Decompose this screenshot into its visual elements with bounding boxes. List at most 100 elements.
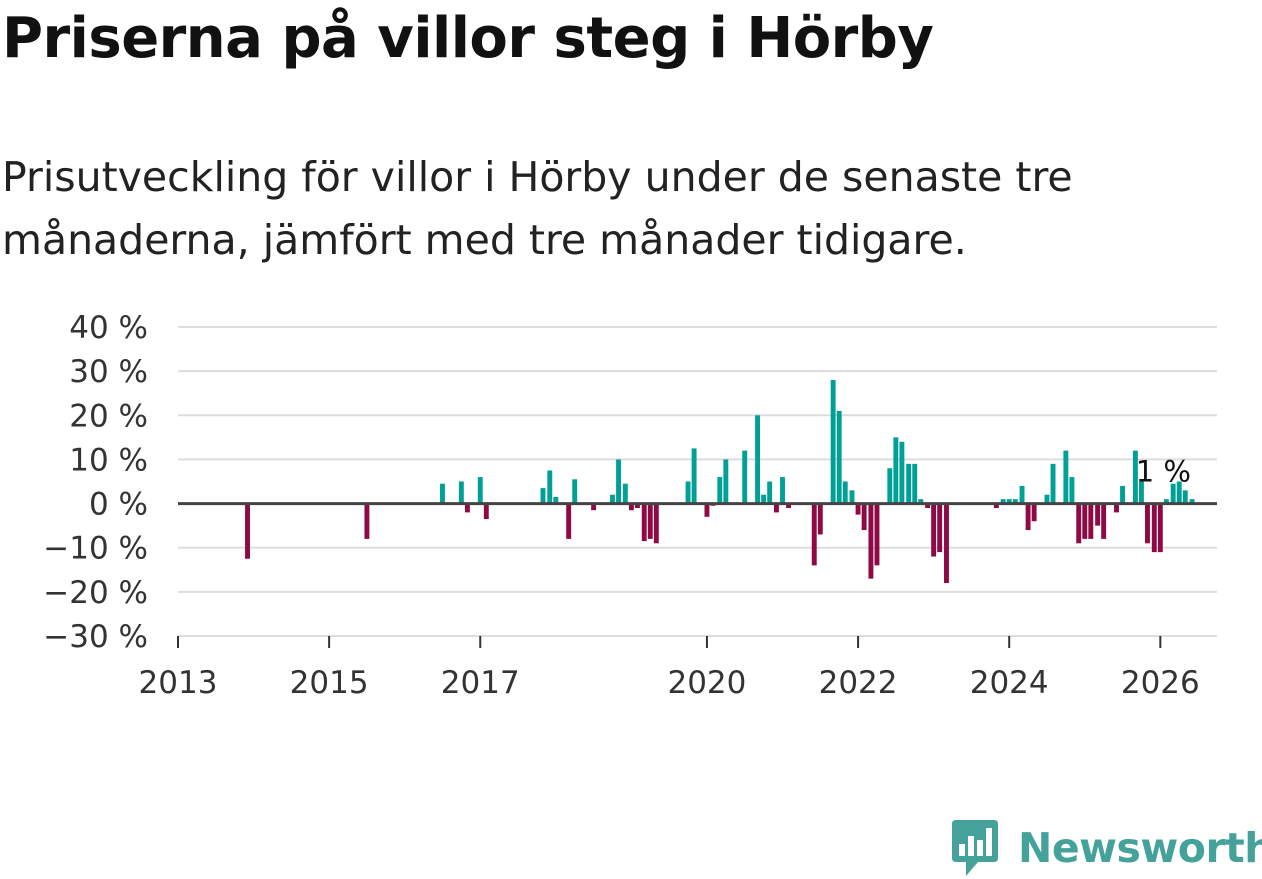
bar: [483, 503, 489, 520]
bar: [855, 503, 861, 515]
bar: [1031, 503, 1037, 522]
bar: [245, 503, 250, 559]
bar: [1025, 503, 1031, 531]
bar: [477, 477, 483, 504]
x-tick-label: 2020: [667, 665, 746, 701]
bar: [653, 503, 659, 544]
bar: [440, 483, 445, 504]
bar: [628, 503, 634, 511]
x-tick-label: 2017: [441, 665, 520, 701]
bar: [591, 503, 597, 511]
bar: [842, 481, 848, 504]
bar: [1012, 499, 1018, 504]
bar: [1132, 450, 1138, 504]
bar: [1063, 450, 1069, 504]
bar: [830, 379, 836, 504]
bar: [893, 437, 899, 504]
bar: [723, 459, 729, 504]
bar: [1114, 503, 1119, 513]
bar: [566, 503, 572, 539]
bar-chart: 40 % 30 % 20 % 10 % 0 % −10 % −20 % −30 % 2013 20…: [43, 310, 1217, 701]
bar: [918, 499, 924, 504]
bar: [1138, 481, 1144, 504]
latest-value-annotation: 1 %: [1136, 454, 1191, 488]
bar: [717, 477, 723, 504]
bar: [1019, 485, 1025, 504]
bar: [1082, 503, 1088, 539]
bar: [553, 496, 559, 504]
newsworthy-logo-icon: [952, 820, 998, 876]
bar: [780, 477, 785, 504]
axes: [177, 502, 1217, 648]
bar: [1050, 463, 1056, 504]
bar: [817, 503, 823, 535]
bar: [622, 483, 628, 504]
bar: [647, 503, 653, 539]
bar: [540, 488, 546, 504]
bar: [849, 490, 855, 504]
bar: [912, 463, 918, 504]
bar: [547, 470, 553, 504]
bar: [993, 503, 999, 508]
bar: [1182, 490, 1188, 504]
bar: [931, 503, 937, 557]
bar: [811, 503, 817, 566]
bar: [1076, 503, 1082, 544]
bar: [1170, 483, 1176, 504]
gridlines: [178, 326, 1217, 637]
y-tick-label: −10 %: [43, 531, 148, 567]
bar: [1157, 503, 1163, 553]
bar: [1101, 503, 1107, 539]
newsworthy-logo-text: Newsworthy: [1018, 824, 1262, 872]
bar: [616, 459, 621, 504]
x-tick-label: 2022: [819, 665, 898, 701]
bar: [925, 503, 931, 508]
bar: [1120, 485, 1126, 504]
x-tick-label: 2013: [139, 665, 218, 701]
bar: [937, 503, 943, 553]
bar: [899, 441, 905, 504]
bar: [572, 479, 578, 504]
bar: [1069, 477, 1075, 504]
bar: [464, 503, 470, 513]
bar: [786, 503, 792, 508]
bar: [685, 481, 691, 504]
bar: [1176, 481, 1182, 504]
chart-title: Priserna på villor steg i Hörby: [2, 6, 934, 71]
bar: [1006, 499, 1012, 504]
bar: [874, 503, 880, 566]
bar: [861, 503, 867, 531]
bar: [641, 503, 647, 542]
bar: [944, 503, 949, 584]
bar: [836, 410, 842, 504]
bar: [704, 503, 710, 517]
bar: [1145, 503, 1150, 544]
bar: [1163, 499, 1169, 504]
bar: [458, 481, 464, 504]
bar: [774, 503, 779, 513]
y-tick-label: 10 %: [69, 442, 148, 478]
x-tick-label: 2015: [290, 665, 369, 701]
tick-labels: 40 % 30 % 20 % 10 % 0 % −10 % −20 % −30 % 2013 20…: [43, 310, 1200, 701]
bar: [742, 450, 748, 504]
bar: [1044, 494, 1050, 504]
y-tick-label: −30 %: [43, 619, 148, 655]
bar: [1088, 503, 1094, 539]
bars: [245, 379, 1195, 584]
bar: [761, 494, 767, 504]
bar: [1151, 503, 1157, 553]
x-tick-label: 2026: [1121, 665, 1200, 701]
bar: [364, 503, 370, 539]
bar: [610, 494, 615, 504]
bar: [868, 503, 874, 579]
y-tick-label: −20 %: [43, 575, 148, 611]
bar: [767, 481, 773, 504]
x-tick-label: 2024: [970, 665, 1049, 701]
y-tick-label: 30 %: [69, 354, 148, 390]
newsworthy-logo: Newsworthy: [950, 818, 1262, 878]
chart-subtitle: Prisutveckling för villor i Hörby under …: [2, 153, 1073, 264]
bar: [906, 463, 912, 504]
bar: [634, 503, 640, 508]
y-tick-label: 40 %: [69, 310, 148, 346]
bar: [691, 448, 697, 504]
